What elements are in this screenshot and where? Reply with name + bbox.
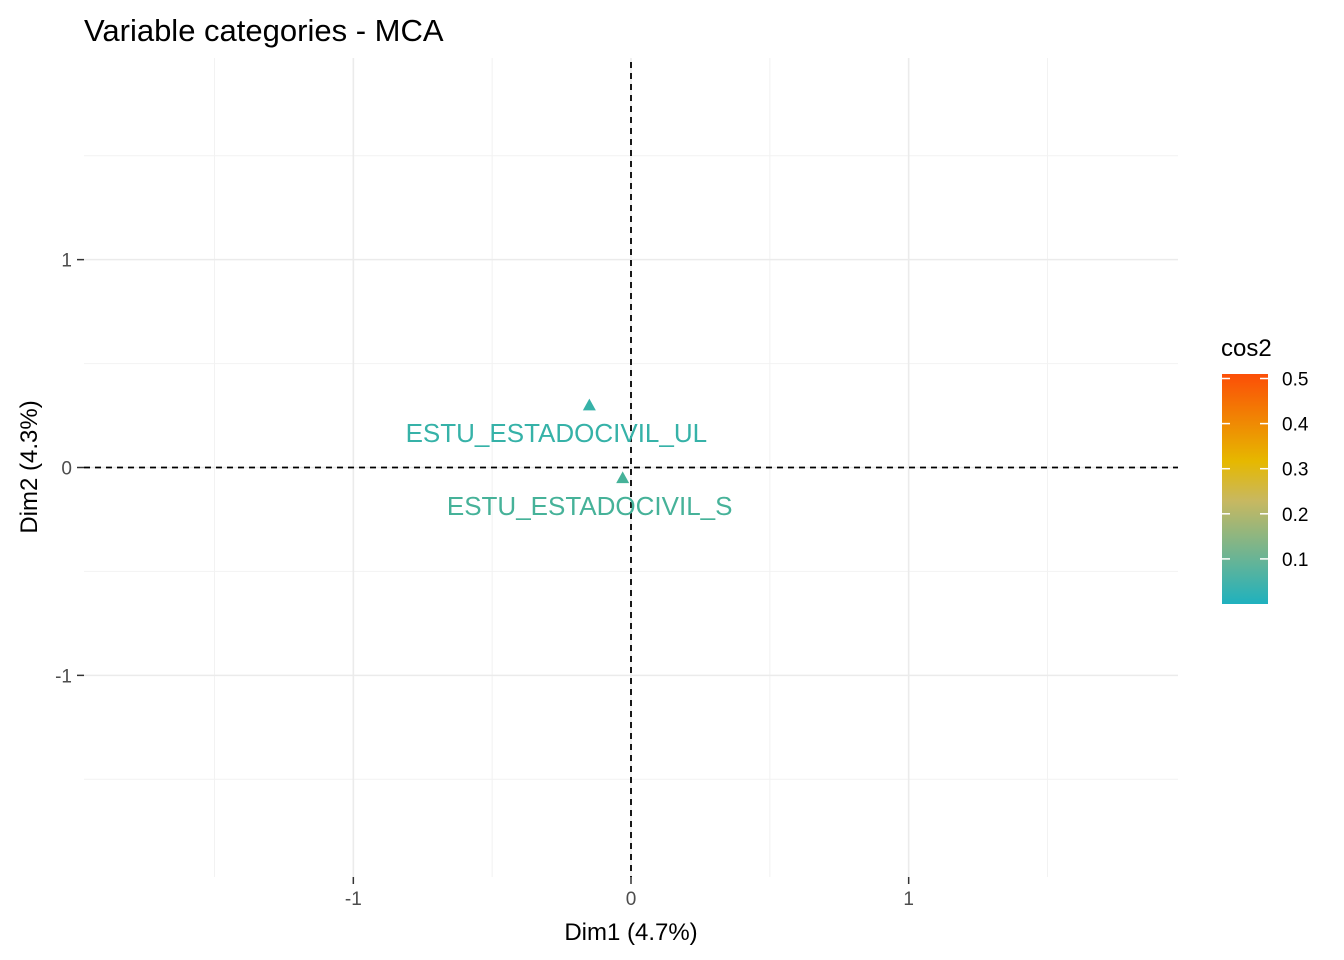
legend-tick-label: 0.5 (1282, 370, 1308, 391)
legend-tick-label: 0.4 (1282, 415, 1309, 436)
y-tick-label: 1 (61, 251, 72, 272)
cos2-legend: cos2 0.1 0.2 0.3 0.4 0.5 (1221, 335, 1309, 604)
legend-tick-label: 0.3 (1282, 460, 1308, 481)
chart-title: Variable categories - MCA (84, 13, 444, 48)
y-tick-label: -1 (55, 666, 72, 687)
legend-title: cos2 (1221, 335, 1272, 362)
point-label: ESTU_ESTADOCIVIL_S (447, 491, 733, 521)
x-axis-title: Dim1 (4.7%) (564, 919, 697, 946)
plot-panel: -1 0 1 1 0 -1 ESTU_ESTADOCIVIL_UL ESTU_ESTADOCI… (55, 58, 1178, 910)
point-marker (582, 398, 596, 411)
point-marker (616, 471, 630, 484)
x-tick-label: 1 (903, 889, 914, 910)
x-tick-label: 0 (626, 889, 637, 910)
x-tick-label: -1 (345, 889, 362, 910)
point-label: ESTU_ESTADOCIVIL_UL (406, 418, 708, 448)
legend-ticks: 0.1 0.2 0.3 0.4 0.5 (1222, 370, 1309, 571)
legend-colorbar (1222, 374, 1268, 604)
legend-tick-label: 0.2 (1282, 505, 1308, 526)
y-tick-label: 0 (61, 459, 72, 480)
y-axis-title: Dim2 (4.3%) (16, 400, 43, 533)
legend-tick-label: 0.1 (1282, 550, 1308, 571)
